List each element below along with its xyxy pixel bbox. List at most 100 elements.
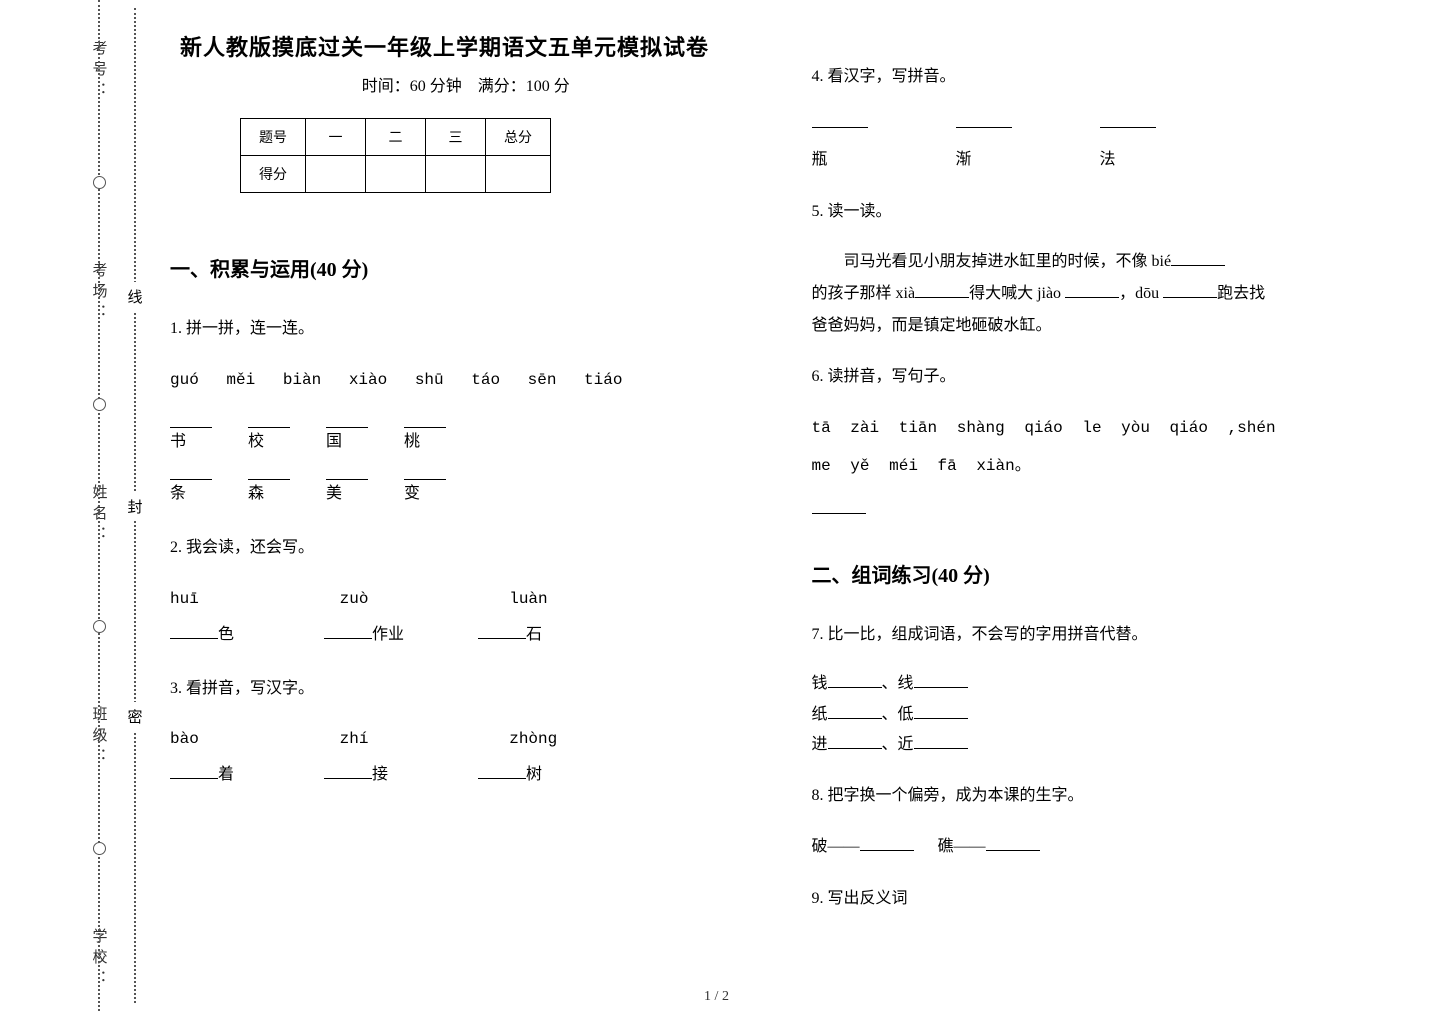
q3-hz: 着 (218, 766, 234, 783)
column-right: 4. 看汉字，写拼音。 瓶 渐 法 5. 读一读。 司马光看见小朋友掉进水缸里的… (812, 30, 1404, 991)
seal-label-2: 封 (127, 492, 142, 521)
question-8: 8. 把字换一个偏旁，成为本课的生字。 (812, 779, 1404, 813)
q5-p2c: ，dōu (1119, 285, 1163, 302)
q6-text: 读拼音，写句子。 (828, 368, 956, 385)
q2-py: huī (170, 583, 320, 615)
q9-text: 写出反义词 (828, 890, 908, 907)
q8-item: 礁—— (938, 838, 986, 855)
binding-dotted-line (98, 0, 100, 1011)
q8-num: 8. (812, 787, 828, 804)
q1-hz: 美 (326, 485, 342, 502)
q1-hz: 书 (170, 433, 186, 450)
q4-char: 渐 (956, 151, 972, 168)
q3-py: zhí (340, 723, 490, 755)
score-header-total: 总分 (486, 119, 551, 156)
q7-a: 进 (812, 736, 828, 753)
exam-title: 新人教版摸底过关一年级上学期语文五单元模拟试卷 (180, 30, 762, 62)
q1-hz: 变 (404, 485, 420, 502)
q4-chars: 瓶 渐 法 (812, 114, 1404, 169)
binding-margin: 考号： 考场： 姓名： 班级： 学校： (76, 0, 122, 1011)
page-number: 1 / 2 (704, 989, 729, 1005)
question-9: 9. 写出反义词 (812, 882, 1404, 916)
question-4: 4. 看汉字，写拼音。 (812, 60, 1404, 94)
q2-pinyin-row: huī zuò luàn (170, 583, 762, 615)
q1-hz: 校 (248, 433, 264, 450)
column-left: 新人教版摸底过关一年级上学期语文五单元模拟试卷 时间：60 分钟 满分：100 … (170, 30, 762, 991)
binding-hole-icon (93, 842, 106, 855)
q5-p1: 司马光看见小朋友掉进水缸里的时候，不像 bié (844, 253, 1172, 270)
score-header-label: 题号 (241, 119, 306, 156)
q7-b: 近 (898, 736, 914, 753)
q6-num: 6. (812, 368, 828, 385)
q3-hanzi-row: 着 接 树 (170, 761, 762, 790)
q5-text: 读一读。 (828, 203, 892, 220)
q1-text: 拼一拼，连一连。 (186, 320, 314, 337)
q4-char: 法 (1100, 151, 1116, 168)
q2-hanzi-row: 色 作业 石 (170, 621, 762, 650)
q2-hz: 作业 (372, 626, 404, 643)
q1-hz: 桃 (404, 433, 420, 450)
q1-hz: 国 (326, 433, 342, 450)
q1-pinyin: guó měi biàn xiào shū táo sēn tiáo (170, 364, 762, 396)
q7-b: 线 (898, 675, 914, 692)
question-3: 3. 看拼音，写汉字。 (170, 672, 762, 706)
q2-py: luàn (509, 583, 659, 615)
score-table: 题号 一 二 三 总分 得分 (240, 118, 551, 193)
q5-passage: 司马光看见小朋友掉进水缸里的时候，不像 bié 的孩子那样 xià 得大喊大 ji… (812, 246, 1404, 342)
score-header-3: 三 (426, 119, 486, 156)
score-cell (306, 156, 366, 193)
q4-text: 看汉字，写拼音。 (828, 68, 956, 85)
binding-hole-icon (93, 620, 106, 633)
q8-text: 把字换一个偏旁，成为本课的生字。 (828, 787, 1084, 804)
q6-line2: me yě méi fā xiàn。 (812, 450, 1404, 482)
q3-hz: 接 (372, 766, 388, 783)
q3-py: bào (170, 723, 320, 755)
q7-pairs: 钱、线 纸、低 进、近 (812, 669, 1404, 760)
question-7: 7. 比一比，组成词语，不会写的字用拼音代替。 (812, 618, 1404, 652)
seal-label-1: 线 (127, 282, 142, 311)
q2-text: 我会读，还会写。 (186, 539, 314, 556)
binding-hole-icon (93, 398, 106, 411)
q7-text: 比一比，组成词语，不会写的字用拼音代替。 (828, 626, 1148, 643)
score-cell (426, 156, 486, 193)
q7-a: 纸 (812, 706, 828, 723)
question-1: 1. 拼一拼，连一连。 (170, 312, 762, 346)
score-header-1: 一 (306, 119, 366, 156)
q3-text: 看拼音，写汉字。 (186, 680, 314, 697)
q3-pinyin-row: bào zhí zhòng (170, 723, 762, 755)
q5-p3: 爸爸妈妈，而是镇定地砸破水缸。 (812, 317, 1052, 334)
q2-py: zuò (340, 583, 490, 615)
q6-line1: tā zài tiān shàng qiáo le yòu qiáo ,shén (812, 412, 1404, 444)
score-cell (366, 156, 426, 193)
q4-char: 瓶 (812, 151, 828, 168)
q7-a: 钱 (812, 675, 828, 692)
q5-num: 5. (812, 203, 828, 220)
question-2: 2. 我会读，还会写。 (170, 531, 762, 565)
q5-p2a: 的孩子那样 xià (812, 285, 916, 302)
q8-item: 破—— (812, 838, 860, 855)
q5-p2d: 跑去找 (1217, 285, 1265, 302)
exam-time-score: 时间：60 分钟 满分：100 分 (170, 72, 762, 96)
q4-num: 4. (812, 68, 828, 85)
binding-hole-icon (93, 176, 106, 189)
q1-hanzi-row2: 条 森 美 变 (170, 462, 762, 509)
q7-num: 7. (812, 626, 828, 643)
q1-hz: 森 (248, 485, 264, 502)
question-5: 5. 读一读。 (812, 195, 1404, 229)
score-header-2: 二 (366, 119, 426, 156)
seal-label-3: 密 (127, 702, 142, 731)
q2-hz: 石 (526, 626, 542, 643)
q3-hz: 树 (526, 766, 542, 783)
q7-b: 低 (898, 706, 914, 723)
q5-p2b: 得大喊大 jiào (969, 285, 1065, 302)
score-cell (486, 156, 551, 193)
q2-num: 2. (170, 539, 186, 556)
q3-num: 3. (170, 680, 186, 697)
section-1-heading: 一、积累与运用(40 分) (170, 253, 762, 282)
section-2-heading: 二、组词练习(40 分) (812, 559, 1404, 588)
q1-hanzi-row1: 书 校 国 桃 (170, 410, 762, 457)
question-6: 6. 读拼音，写句子。 (812, 360, 1404, 394)
q1-num: 1. (170, 320, 186, 337)
q8-items: 破—— 礁—— (812, 830, 1404, 864)
seal-line: 线 封 密 (125, 0, 145, 1011)
